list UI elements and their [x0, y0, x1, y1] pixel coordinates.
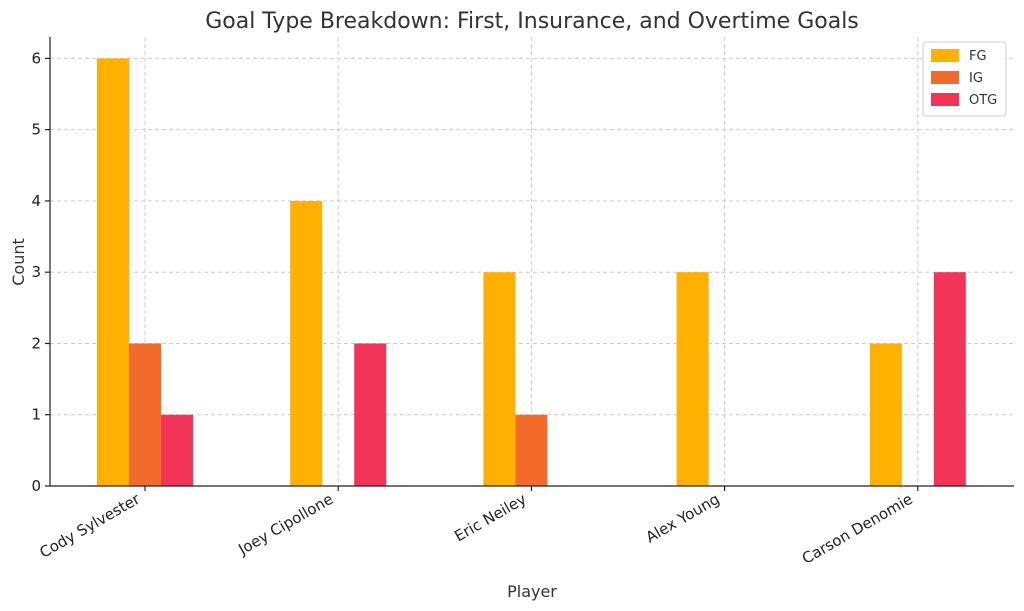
bar-fg-2	[483, 272, 516, 486]
legend-label-otg: OTG	[969, 93, 997, 108]
y-tick-label-0: 0	[31, 477, 41, 495]
x-axis-label: Player	[507, 582, 557, 601]
chart-title: Goal Type Breakdown: First, Insurance, a…	[205, 9, 859, 34]
legend-label-ig: IG	[969, 71, 983, 86]
x-tick-label-4: Carson Denomie	[799, 490, 916, 568]
legend-swatch-otg	[931, 93, 959, 106]
y-tick-label-6: 6	[31, 49, 41, 67]
y-axis-label: Count	[9, 238, 28, 286]
bar-otg-4	[933, 272, 966, 486]
bar-fg-0	[97, 58, 129, 486]
x-tick-label-2: Eric Neiley	[451, 490, 529, 546]
bar-otg-1	[354, 343, 387, 486]
y-tick-label-4: 4	[31, 192, 41, 210]
y-tick-labels: 0 1 2 3 4 5 6	[31, 49, 50, 495]
x-tick-label-1: Joey Cipollone	[234, 490, 336, 559]
bar-fg-1	[290, 200, 323, 486]
y-tick-label-3: 3	[31, 263, 41, 281]
legend-swatch-ig	[931, 71, 959, 84]
bar-otg-0	[161, 414, 193, 486]
bar-ig-0	[129, 343, 161, 486]
legend-label-fg: FG	[969, 49, 987, 64]
x-tick-label-3: Alex Young	[643, 490, 723, 547]
bar-fg-4	[869, 343, 902, 486]
x-tick-labels: Cody Sylvester Joey Cipollone Eric Neiley A…	[36, 486, 919, 568]
y-tick-label-1: 1	[31, 406, 41, 424]
bar-ig-2	[515, 414, 548, 486]
legend-swatch-fg	[931, 49, 959, 62]
y-tick-label-5: 5	[31, 121, 41, 139]
y-tick-label-2: 2	[31, 334, 41, 352]
bars	[97, 58, 966, 486]
legend: FG IG OTG	[922, 41, 1007, 117]
bar-fg-3	[676, 272, 709, 486]
x-tick-label-0: Cody Sylvester	[36, 489, 143, 561]
